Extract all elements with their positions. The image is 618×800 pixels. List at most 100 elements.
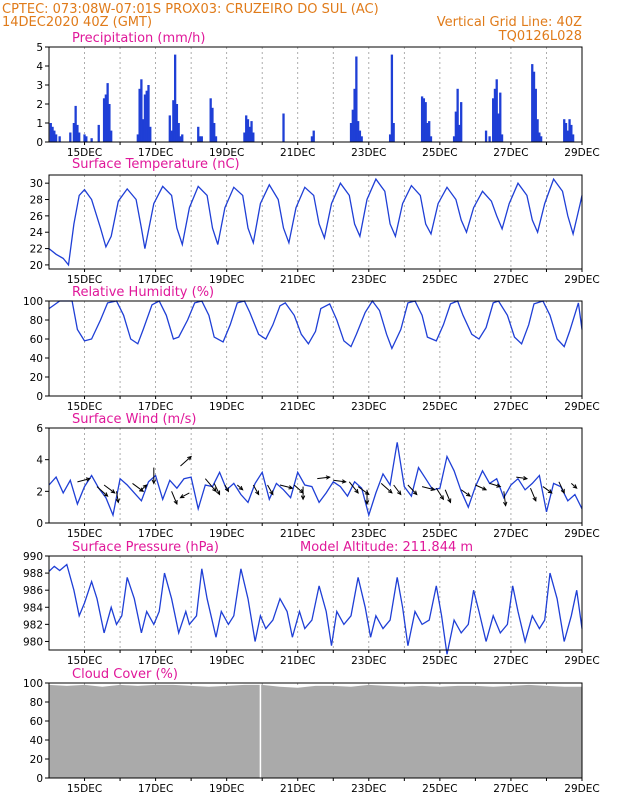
- wind-arrow-head: [224, 487, 230, 493]
- precip-bar: [282, 113, 285, 142]
- wind-arrow: [393, 484, 402, 495]
- rh-xtick-label: 27DEC: [493, 401, 528, 413]
- precip-bar: [175, 104, 179, 142]
- wind-arrow: [267, 484, 274, 495]
- wind-arrow-head: [110, 489, 116, 494]
- cloud-xtick-label: 21DEC: [280, 783, 315, 795]
- precip-bar: [426, 123, 429, 142]
- wind-xtick-label: 17DEC: [138, 528, 173, 540]
- header-location: CPTEC: 073:08W-07:01S PROX03: CRUZEIRO D…: [2, 2, 379, 17]
- temp-ytick-label: 22: [30, 244, 43, 256]
- wind-arrow: [542, 486, 553, 494]
- precip-bar: [102, 98, 106, 142]
- rh-xtick-label: 19DEC: [209, 401, 244, 413]
- wind-arrow-head: [216, 490, 221, 496]
- precip-panel: Precipitation (mm/h) 0 1 2 3 4 5 15DEC 17DEC 19DE…: [36, 31, 599, 159]
- precip-bar: [142, 119, 145, 142]
- wind-arrow: [503, 491, 507, 506]
- wind-arrow: [252, 484, 260, 495]
- precip-bar: [564, 123, 568, 142]
- wind-arrow-head: [238, 485, 244, 491]
- precip-bar: [243, 132, 246, 142]
- precip-bar: [53, 130, 56, 142]
- pressure-series-line: [48, 563, 583, 655]
- precip-bar: [312, 130, 315, 142]
- wind-arrow-head: [255, 490, 260, 496]
- precip-bar: [147, 85, 150, 142]
- precip-bar: [69, 132, 72, 142]
- wind-arrow: [236, 484, 243, 491]
- precip-bar: [534, 88, 537, 142]
- wind-arrow: [103, 484, 116, 494]
- wind-arrow-head: [503, 501, 508, 507]
- precip-bar: [570, 124, 573, 142]
- precip-bar: [143, 94, 147, 142]
- precip-bar: [54, 134, 58, 142]
- precip-bar: [428, 121, 431, 142]
- precip-bar: [248, 126, 251, 142]
- precip-bar: [173, 54, 177, 142]
- cloud-xtick-label: 17DEC: [138, 783, 173, 795]
- rh-ytick-label: 20: [30, 372, 43, 384]
- cloud-ytick-label: 100: [23, 678, 43, 690]
- precip-bar: [358, 130, 362, 142]
- wind-arrow-head: [560, 488, 565, 494]
- wind-arrow: [435, 487, 444, 500]
- wind-xtick-label: 23DEC: [351, 528, 386, 540]
- wind-frame: [48, 427, 583, 524]
- rh-ytick-label: 100: [23, 296, 43, 308]
- temp-xtick-label: 29DEC: [564, 274, 599, 286]
- wind-xtick-label: 19DEC: [209, 528, 244, 540]
- precip-bar: [355, 56, 358, 142]
- header-grid-line: Vertical Grid Line: 40Z: [437, 15, 582, 30]
- wind-arrow-head: [269, 490, 274, 496]
- wind-arrow-head: [341, 479, 347, 484]
- wind-arrow: [530, 487, 537, 502]
- precip-xtick-label: 17DEC: [138, 147, 173, 159]
- precip-bar: [245, 115, 248, 142]
- precip-bar: [392, 123, 395, 142]
- cloud-ytick-label: 60: [30, 716, 43, 728]
- precip-bar: [353, 88, 356, 142]
- wind-arrow-head: [115, 498, 120, 504]
- rh-ytick-label: 60: [30, 334, 43, 346]
- precip-bar: [497, 113, 500, 142]
- pressure-ytick-label: 984: [23, 602, 43, 614]
- precip-bar: [136, 134, 139, 142]
- wind-ytick-label: 0: [36, 518, 43, 530]
- precip-bar: [108, 104, 111, 142]
- precip-bar: [104, 94, 108, 142]
- wind-arrow: [571, 483, 578, 489]
- wind-panel: Surface Wind (m/s) 0 2 4 6 15DEC 17DEC 19DEC 21D…: [36, 412, 599, 540]
- precip-frame: [48, 46, 583, 143]
- wind-arrow-head: [396, 490, 402, 496]
- precip-bar: [499, 92, 502, 142]
- rh-ytick-label: 40: [30, 353, 43, 365]
- wind-arrow-head: [300, 495, 306, 501]
- precip-ytick-label: 2: [36, 99, 43, 111]
- pressure-xtick-label: 21DEC: [280, 655, 315, 667]
- precip-xtick-label: 23DEC: [351, 147, 386, 159]
- precip-bar: [181, 134, 184, 142]
- precip-bar: [488, 136, 491, 142]
- precip-bar: [495, 79, 498, 142]
- temp-xtick-label: 15DEC: [67, 274, 102, 286]
- temp-xtick-label: 19DEC: [209, 274, 244, 286]
- wind-arrow-head: [179, 494, 185, 499]
- pressure-xtick-label: 27DEC: [493, 655, 528, 667]
- precip-ytick-label: 0: [36, 137, 43, 149]
- precip-bar: [213, 123, 216, 142]
- wind-arrow-head: [103, 492, 109, 497]
- wind-arrow: [116, 491, 119, 503]
- rh-xtick-label: 23DEC: [351, 401, 386, 413]
- pressure-ytick-label: 986: [23, 585, 43, 597]
- rh-ytick-label: 0: [36, 391, 43, 403]
- precip-bar: [197, 126, 200, 142]
- wind-arrow-head: [439, 495, 445, 501]
- precip-bar: [246, 119, 250, 142]
- wind-arrow-head: [430, 486, 436, 492]
- precip-bar: [49, 123, 52, 142]
- wind-arrow: [380, 483, 393, 494]
- precip-bar: [539, 136, 543, 142]
